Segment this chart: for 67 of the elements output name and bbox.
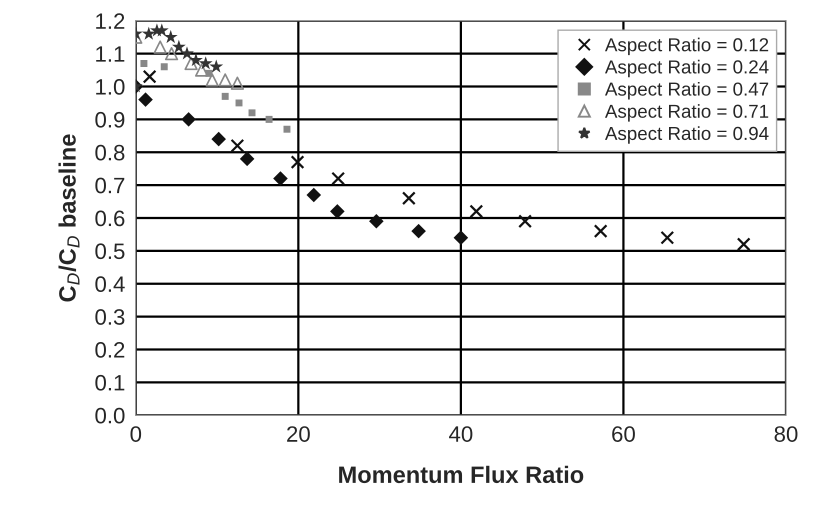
point xyxy=(209,59,224,73)
point xyxy=(218,73,232,87)
point xyxy=(402,191,416,206)
y-tick-label: 1.0 xyxy=(96,79,125,95)
point xyxy=(164,30,178,44)
y-tick-label: 1.2 xyxy=(96,13,124,29)
y-tick-label: 0.8 xyxy=(95,144,124,161)
y-tick-label: 0.3 xyxy=(95,309,124,325)
point xyxy=(660,230,674,245)
y-tick-label: 0.5 xyxy=(95,243,124,260)
legend-label: Aspect Ratio = 0.94 xyxy=(604,126,769,144)
x-tick-label: 40 xyxy=(449,426,472,442)
point xyxy=(469,204,484,218)
legend-label: Aspect Ratio = 0.71 xyxy=(604,104,768,122)
x-tick-label: 80 xyxy=(774,426,798,442)
point xyxy=(142,70,157,84)
point xyxy=(411,224,426,238)
y-tick-label: 0.1 xyxy=(95,374,124,391)
point xyxy=(240,152,254,166)
x-tick-label: 60 xyxy=(612,426,635,442)
point xyxy=(283,126,290,133)
point xyxy=(290,155,304,170)
point xyxy=(181,112,196,127)
y-tick-label: 0.6 xyxy=(95,210,124,226)
y-tick-label: 0.9 xyxy=(95,112,124,128)
point xyxy=(454,230,468,245)
point xyxy=(154,23,169,37)
legend-label: Aspect Ratio = 0.47 xyxy=(604,82,768,100)
point xyxy=(331,172,346,186)
y-tick-label: 0.7 xyxy=(95,178,124,194)
legend-label: Aspect Ratio = 0.24 xyxy=(604,60,769,78)
y-tick-label: 1.1 xyxy=(96,46,124,62)
point xyxy=(184,56,198,70)
legend-label: Aspect Ratio = 0.12 xyxy=(604,38,768,56)
point xyxy=(236,99,242,106)
point xyxy=(518,214,532,228)
point xyxy=(222,92,229,100)
point xyxy=(306,188,322,202)
point xyxy=(164,46,178,60)
point xyxy=(273,171,288,186)
x-axis-title: Momentum Flux Ratio xyxy=(339,466,584,484)
point xyxy=(180,46,194,60)
point xyxy=(211,132,226,146)
point xyxy=(266,116,273,123)
x-tick-label: 20 xyxy=(287,426,310,442)
point xyxy=(172,40,186,53)
point xyxy=(194,63,208,77)
x-tick-label: 0 xyxy=(130,426,142,442)
point xyxy=(230,76,244,90)
y-tick-label: 0.0 xyxy=(95,408,125,424)
point xyxy=(198,56,213,70)
point xyxy=(594,224,608,238)
point xyxy=(248,109,256,116)
point xyxy=(189,52,203,66)
point xyxy=(142,26,156,40)
y-tick-label: 0.4 xyxy=(95,276,125,292)
point xyxy=(138,92,153,107)
point xyxy=(230,138,244,153)
y-axis-title: C$_{D}$/C$_{D}$ baseline xyxy=(58,134,80,302)
point xyxy=(206,73,219,87)
point xyxy=(736,237,751,252)
point xyxy=(160,63,168,70)
y-tick-label: 0.2 xyxy=(95,342,124,358)
point xyxy=(154,40,167,54)
point xyxy=(330,204,345,219)
point xyxy=(369,214,384,229)
point xyxy=(140,60,148,67)
